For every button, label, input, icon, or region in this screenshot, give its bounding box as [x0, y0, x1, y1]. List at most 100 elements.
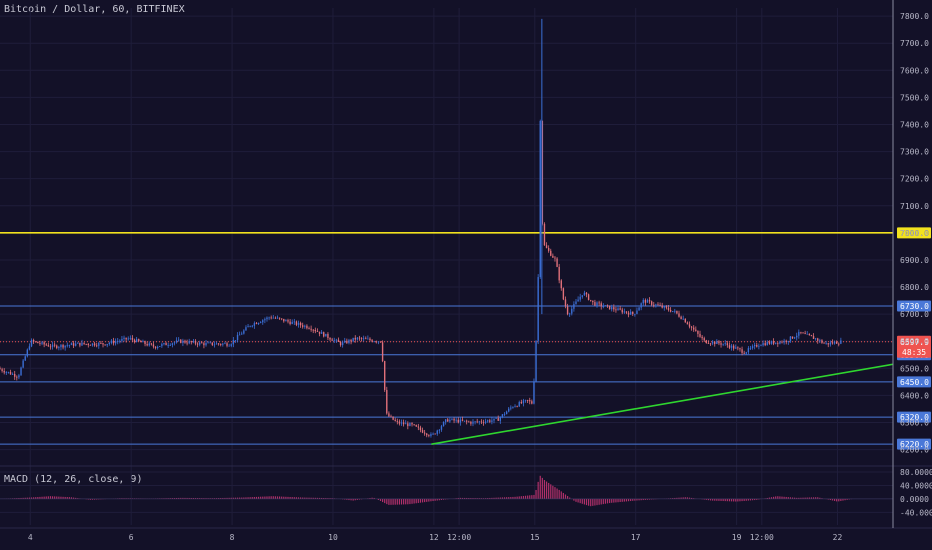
candle-body — [402, 422, 405, 425]
candle-body — [411, 423, 413, 425]
candle-body — [413, 424, 415, 426]
candle-body — [741, 349, 743, 353]
candle-body — [264, 319, 266, 321]
candle-body — [352, 337, 354, 342]
candle-body — [611, 307, 613, 310]
candle-body — [335, 339, 338, 341]
candle-body — [121, 338, 123, 341]
candle-body — [659, 305, 661, 306]
candle-body — [503, 414, 506, 415]
candle-body — [47, 345, 50, 347]
candle-body — [680, 316, 682, 319]
candle-body — [827, 343, 829, 345]
candle-body — [241, 333, 243, 335]
price-tick-label: 6400.0 — [900, 391, 929, 400]
candle-body — [619, 308, 621, 310]
candle-body — [737, 347, 739, 349]
level-tag — [897, 227, 931, 239]
candle-body — [169, 344, 171, 346]
candle-body — [37, 341, 39, 344]
candle-body — [119, 340, 121, 342]
level-label: 6730.0 — [900, 302, 929, 311]
candle-body — [222, 343, 224, 345]
candle-body — [671, 311, 674, 312]
candle-body — [562, 288, 565, 300]
time-tick-label: 10 — [328, 533, 338, 542]
candle-body — [375, 341, 377, 343]
candle-body — [192, 340, 195, 343]
candle-body — [146, 344, 148, 346]
candle-body — [394, 419, 396, 421]
candle-body — [123, 337, 125, 339]
candle-body — [117, 341, 119, 342]
candle-body — [299, 322, 302, 326]
candle-body — [98, 343, 100, 346]
candle-body — [11, 374, 14, 375]
candle-body — [203, 343, 205, 346]
candle-body — [688, 324, 691, 327]
candle-body — [644, 299, 647, 303]
candle-body — [444, 419, 447, 422]
level-tag — [897, 376, 931, 388]
candle-body — [524, 399, 527, 401]
macd-tick-label: 0.0000 — [900, 495, 929, 504]
candle-body — [251, 325, 253, 327]
horizontal-levels: 7000.06730.06550.06450.06320.06220.06597… — [0, 227, 931, 450]
candle-body — [228, 345, 230, 347]
candle-body — [642, 299, 644, 304]
candle-body — [739, 348, 741, 350]
macd-indicator-title: MACD (12, 26, close, 9) — [4, 474, 143, 485]
candle-body — [489, 420, 491, 422]
candle-body — [287, 320, 289, 322]
candle-body — [175, 340, 178, 343]
level-label: 6220.0 — [900, 440, 929, 449]
candle-body — [568, 313, 571, 315]
candle-body — [478, 421, 480, 423]
candle-body — [207, 342, 209, 344]
time-tick-label: 12 — [429, 533, 439, 542]
candle-body — [407, 423, 409, 427]
candle-body — [726, 343, 729, 346]
candle-body — [564, 299, 567, 307]
candle-body — [686, 322, 689, 325]
candle-body — [747, 348, 750, 353]
candle-body — [302, 325, 304, 327]
candle-body — [693, 327, 695, 330]
candle-body — [459, 419, 462, 423]
candle-body — [400, 422, 403, 424]
candle-body — [735, 347, 737, 349]
candle-body — [93, 343, 96, 346]
candle-body — [386, 389, 388, 414]
candle-body — [476, 421, 478, 423]
time-tick-label: 17 — [631, 533, 641, 542]
candle-body — [505, 411, 508, 415]
time-tick-label: 19 — [732, 533, 742, 542]
candle-body — [558, 266, 560, 281]
candle-body — [646, 300, 649, 303]
time-tick-label: 22 — [833, 533, 843, 542]
candle-body — [709, 343, 712, 345]
candle-body — [472, 421, 474, 424]
candle-body — [329, 337, 331, 340]
macd-pane: 80.0000 40.0000 0.0000 -40.0000 — [0, 468, 932, 517]
candle-body — [205, 342, 207, 346]
candle-body — [220, 344, 222, 345]
candle-body — [0, 368, 1, 370]
candle-body — [678, 313, 680, 317]
candle-body — [30, 339, 33, 347]
candle-body — [388, 413, 390, 417]
candle-body — [579, 296, 581, 300]
candle-body — [484, 421, 487, 423]
candle-body — [793, 337, 796, 339]
candle-body — [419, 427, 422, 431]
candle-body — [331, 339, 333, 341]
candle-body — [751, 346, 754, 348]
candle-body — [655, 304, 657, 306]
candle-body — [316, 331, 319, 332]
candle-body — [699, 333, 701, 337]
candle-body — [539, 120, 541, 278]
candle-body — [745, 352, 747, 354]
candle-body — [365, 338, 367, 340]
